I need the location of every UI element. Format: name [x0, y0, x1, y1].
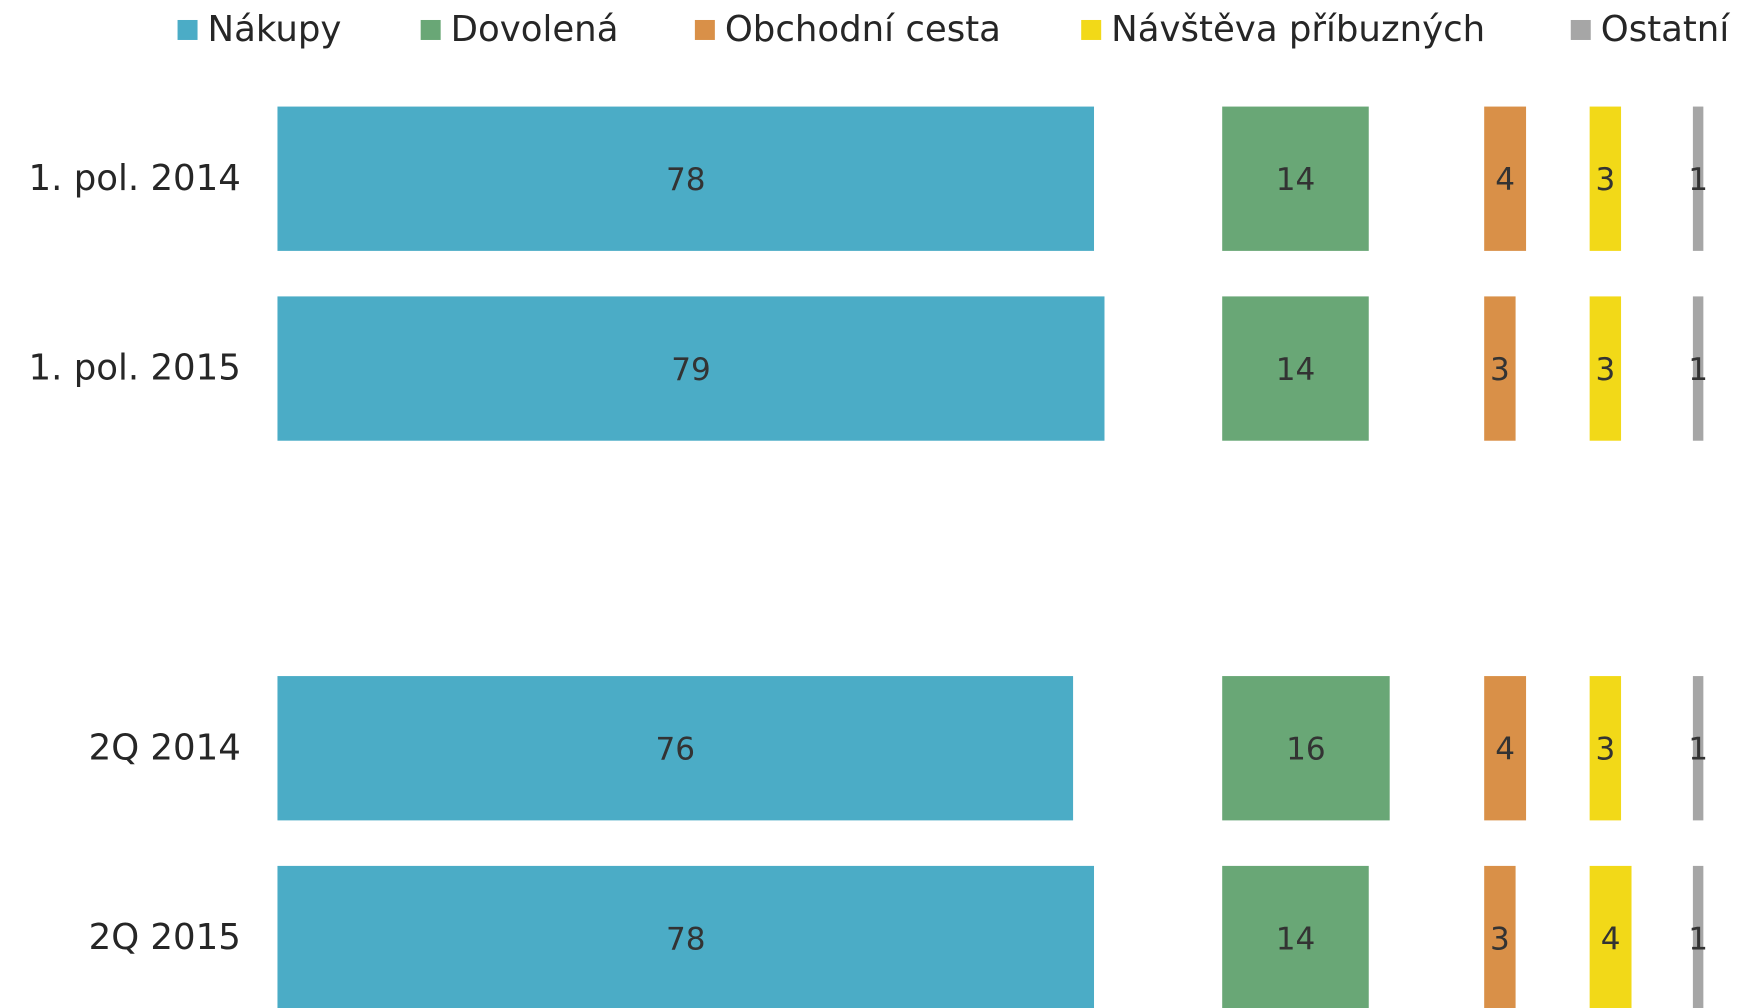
data-label: 3	[1595, 352, 1615, 388]
data-label: 4	[1495, 731, 1515, 767]
category-label: 1. pol. 2014	[29, 158, 241, 199]
legend-label: Nákupy	[208, 9, 342, 50]
bar	[1484, 676, 1527, 821]
bar	[1484, 865, 1516, 1008]
bar	[277, 676, 1074, 821]
legend-swatch	[1570, 19, 1591, 40]
bar	[1222, 296, 1369, 441]
bar	[1222, 106, 1369, 251]
data-label: 14	[1276, 352, 1316, 388]
data-label: 78	[666, 162, 706, 198]
legend-swatch	[177, 19, 198, 40]
category-label: 2Q 2014	[89, 727, 241, 768]
legend-swatch	[694, 19, 715, 40]
data-label: 1	[1688, 731, 1708, 767]
category-label: 1. pol. 2015	[29, 348, 241, 389]
data-label: 1	[1688, 352, 1708, 388]
data-label: 14	[1276, 162, 1316, 198]
data-label: 79	[671, 352, 711, 388]
data-label: 76	[656, 731, 696, 767]
legend-label: Dovolená	[451, 9, 619, 50]
bar	[1484, 106, 1527, 251]
bar	[1589, 676, 1622, 821]
bar	[277, 296, 1105, 441]
data-label: 4	[1601, 921, 1621, 957]
bar	[1692, 865, 1704, 1008]
category-label: 2Q 2015	[89, 917, 241, 958]
data-label: 14	[1276, 921, 1316, 957]
legend-label: Ostatní	[1601, 9, 1731, 50]
bar	[1692, 296, 1704, 441]
bar	[1484, 296, 1516, 441]
data-label: 3	[1595, 162, 1615, 198]
data-label: 1	[1688, 162, 1708, 198]
bar	[1222, 865, 1369, 1008]
bar	[277, 865, 1095, 1008]
data-label: 78	[666, 921, 706, 957]
bar	[1222, 676, 1390, 821]
legend-swatch	[420, 19, 441, 40]
bar	[1692, 676, 1704, 821]
legend-label: Obchodní cesta	[725, 9, 1001, 50]
legend-swatch	[1081, 19, 1102, 40]
bar	[1589, 296, 1622, 441]
data-label: 3	[1595, 731, 1615, 767]
data-label: 16	[1286, 731, 1326, 767]
data-label: 1	[1688, 921, 1708, 957]
data-label: 3	[1490, 921, 1510, 957]
bar	[1692, 106, 1704, 251]
data-label: 3	[1490, 352, 1510, 388]
legend-label: Návštěva příbuzných	[1111, 9, 1485, 50]
bar	[1589, 106, 1622, 251]
data-label: 4	[1495, 162, 1515, 198]
bar	[1589, 865, 1632, 1008]
bar	[277, 106, 1095, 251]
